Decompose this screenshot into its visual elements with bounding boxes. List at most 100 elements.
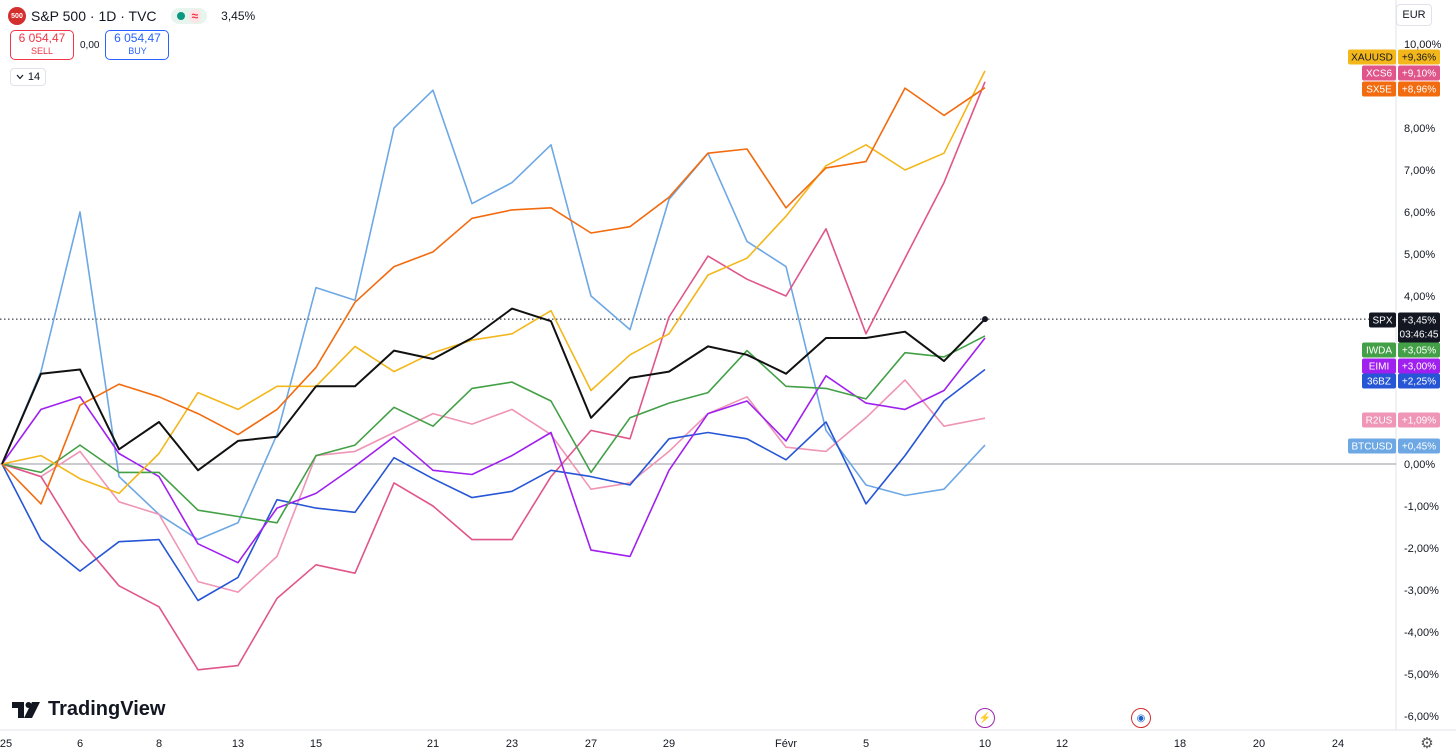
badge-name-bg-spx (1369, 312, 1396, 328)
x-tick-label: 12 (1056, 738, 1068, 750)
badge-value-btcusd: +0,45% (1402, 442, 1436, 453)
buy-button[interactable]: 6 054,47 BUY (105, 30, 170, 60)
sp500-logo-icon: 500 (8, 7, 26, 25)
event-economic-icon[interactable]: ◉ (1131, 708, 1151, 728)
sell-price: 6 054,47 (18, 31, 66, 45)
series-line-xcs6 (1, 81, 986, 671)
settings-gear-icon[interactable]: ⚙ (1420, 735, 1434, 752)
sell-label: SELL (30, 46, 54, 56)
badge-name-r2us: R2US (1366, 416, 1393, 427)
y-tick-label: -6,00% (1404, 711, 1439, 723)
badge-value-r2us: +1,09% (1402, 416, 1436, 427)
badge-name-bg-iwda (1362, 342, 1396, 358)
badge-name-bg-eimi (1362, 358, 1396, 374)
x-tick-label: 27 (585, 738, 597, 750)
x-tick-label: 6 (77, 738, 83, 750)
market-status-pill[interactable]: ≈ (170, 8, 208, 24)
badge-value-bg-iwda (1398, 342, 1440, 358)
x-tick-label: 23 (506, 738, 518, 750)
y-tick-label: 10,00% (1404, 39, 1442, 51)
badge-name-bg-sx5e (1362, 81, 1396, 97)
tradingview-logo-icon (12, 701, 40, 718)
tradingview-logo[interactable]: TradingView (12, 698, 165, 721)
sell-button[interactable]: 6 054,47 SELL (10, 30, 74, 60)
buy-label: BUY (128, 46, 147, 56)
y-tick-label: 7,00% (1404, 165, 1435, 177)
x-tick-label: 5 (863, 738, 869, 750)
symbol-title[interactable]: S&P 500 · 1D · TVC (31, 8, 157, 24)
x-tick-label: 15 (310, 738, 322, 750)
x-tick-label: 20 (1253, 738, 1265, 750)
badge-value-bg-spx (1398, 312, 1440, 343)
series-line-r2us (1, 379, 986, 593)
y-tick-label: -5,00% (1404, 669, 1439, 681)
badge-value-eimi: +3,00% (1402, 362, 1436, 373)
trade-panel: 6 054,47 SELL 0,00 6 054,47 BUY (10, 30, 170, 60)
badge-name-bg-btcusd (1348, 438, 1396, 454)
badge-name-spx: SPX (1372, 316, 1392, 327)
badge-name-36bz: 36BZ (1367, 377, 1391, 388)
x-tick-label: 10 (979, 738, 991, 750)
y-tick-label: -2,00% (1404, 543, 1439, 555)
badge-value-bg-sx5e (1398, 81, 1440, 97)
badge-name-eimi: EIMI (1369, 362, 1390, 373)
badge-name-xauusd: XAUUSD (1351, 53, 1393, 64)
x-tick-label: 13 (232, 738, 244, 750)
badge-name-bg-r2us (1362, 412, 1396, 428)
badge-name-sx5e: SX5E (1366, 85, 1392, 96)
badge-value-spx: +3,45% (1402, 316, 1436, 327)
badge-name-btcusd: BTCUSD (1351, 442, 1392, 453)
series-line-btcusd (1, 89, 986, 541)
x-tick-label: 21 (427, 738, 439, 750)
badge-value-xauusd: +9,36% (1402, 53, 1436, 64)
x-tick-label: Févr (775, 738, 797, 750)
y-tick-label: 0,00% (1404, 459, 1435, 471)
indicators-count: 14 (27, 71, 41, 83)
badge-value-36bz: +2,25% (1402, 377, 1436, 388)
y-tick-label: -3,00% (1404, 585, 1439, 597)
event-lightning-icon[interactable]: ⚡ (975, 708, 995, 728)
y-tick-label: 4,00% (1404, 291, 1435, 303)
spread-value: 0,00 (80, 39, 100, 51)
symbol-header[interactable]: 500 S&P 500 · 1D · TVC ≈ 3,45% (8, 6, 255, 26)
buy-price: 6 054,47 (114, 31, 161, 45)
spx-last-point (982, 316, 988, 323)
badge-name-xcs6: XCS6 (1366, 69, 1393, 80)
x-tick-label: 24 (1332, 738, 1344, 750)
chevron-down-icon (16, 74, 24, 80)
x-tick-label: 29 (663, 738, 675, 750)
badge-value-iwda: +3,05% (1402, 346, 1436, 357)
badge-name-bg-xauusd (1348, 49, 1396, 65)
tradingview-wordmark: TradingView (48, 698, 166, 720)
badge-value-xcs6: +9,10% (1402, 69, 1436, 80)
x-tick-label: 8 (156, 738, 162, 750)
series-line-xauusd (1, 70, 986, 495)
badge-name-bg-36bz (1362, 373, 1396, 389)
series-line-sx5e (1, 87, 986, 505)
y-tick-label: 5,00% (1404, 249, 1435, 261)
series-line-eimi (1, 337, 986, 564)
y-tick-label: -4,00% (1404, 627, 1439, 639)
badge-value-bg-btcusd (1398, 438, 1440, 454)
approx-data-icon: ≈ (188, 9, 202, 23)
series-line-iwda (1, 335, 986, 524)
y-tick-label: 6,00% (1404, 207, 1435, 219)
x-tick-label: 25 (0, 738, 12, 750)
badge-value-sx5e: +8,96% (1402, 85, 1436, 96)
y-tick-label: -1,00% (1404, 501, 1439, 513)
series-line-36bz (1, 368, 986, 602)
market-open-dot-icon (176, 12, 185, 20)
badge-value-bg-eimi (1398, 358, 1440, 374)
y-tick-label: 8,00% (1404, 123, 1435, 135)
indicators-collapse-button[interactable]: 14 (10, 68, 46, 86)
x-tick-label: 18 (1174, 738, 1186, 750)
currency-selector[interactable]: EUR (1396, 4, 1432, 26)
badge-value-bg-36bz (1398, 373, 1440, 389)
badge-name-bg-xcs6 (1362, 65, 1396, 81)
symbol-change: 3,45% (221, 9, 256, 23)
series-line-spx (1, 307, 986, 472)
badge-countdown-spx: 03:46:45 (1400, 330, 1439, 341)
badge-value-bg-xauusd (1398, 49, 1440, 65)
badge-name-iwda: IWDA (1366, 346, 1392, 357)
